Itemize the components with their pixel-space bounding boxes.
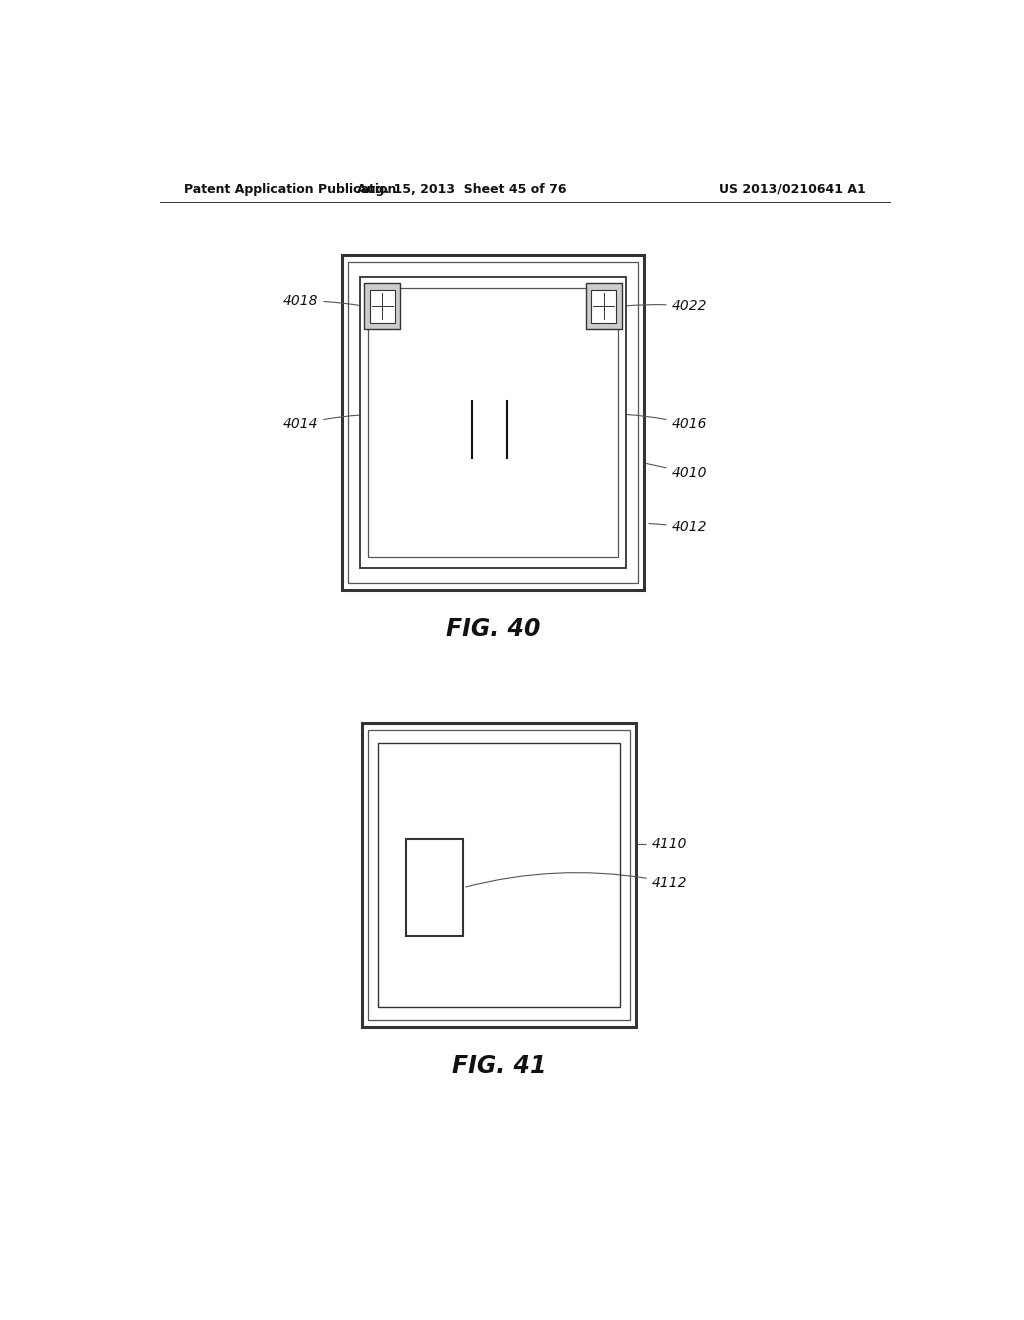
Text: 4018: 4018 <box>283 294 361 308</box>
Bar <box>586 284 622 329</box>
Bar <box>368 730 631 1020</box>
Bar <box>362 722 636 1027</box>
Bar <box>369 289 617 557</box>
Text: 4110: 4110 <box>639 837 687 851</box>
Text: 4112: 4112 <box>466 873 687 890</box>
Text: FIG. 40: FIG. 40 <box>445 616 541 642</box>
Text: 4022: 4022 <box>625 300 708 313</box>
Bar <box>370 290 395 322</box>
Text: Aug. 15, 2013  Sheet 45 of 76: Aug. 15, 2013 Sheet 45 of 76 <box>356 183 566 195</box>
Text: 4012: 4012 <box>649 520 708 533</box>
Bar <box>591 290 616 322</box>
Text: FIG. 41: FIG. 41 <box>452 1055 546 1078</box>
Bar <box>378 743 621 1007</box>
Bar <box>406 840 463 936</box>
Text: Patent Application Publication: Patent Application Publication <box>183 183 396 195</box>
Text: US 2013/0210641 A1: US 2013/0210641 A1 <box>719 183 866 195</box>
Bar <box>359 277 627 568</box>
Bar <box>365 284 400 329</box>
Text: 4010: 4010 <box>646 463 708 480</box>
Text: 4016: 4016 <box>509 413 708 432</box>
Bar <box>348 263 638 583</box>
Bar <box>342 255 644 590</box>
Text: 4014: 4014 <box>283 414 469 432</box>
